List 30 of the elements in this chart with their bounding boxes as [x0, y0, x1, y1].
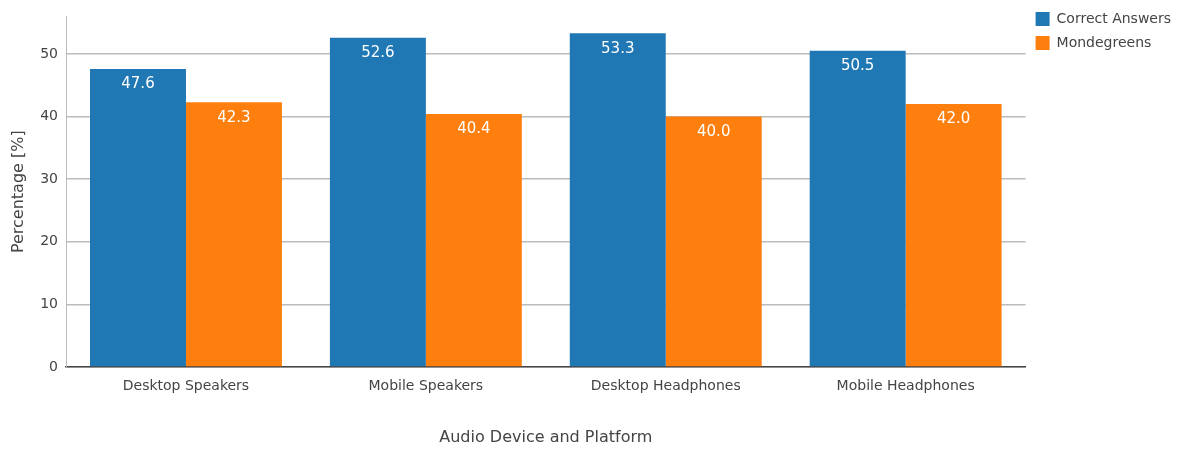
- data-label: 40.0: [697, 121, 731, 140]
- bar: [905, 104, 1002, 367]
- data-label: 42.3: [217, 107, 251, 126]
- bar: [809, 50, 906, 367]
- x-tick-label: Mobile Speakers: [368, 377, 484, 394]
- bar: [665, 116, 762, 367]
- bar: [425, 114, 522, 367]
- y-tick-label: 30: [40, 169, 59, 186]
- x-tick-label: Mobile Headphones: [836, 377, 975, 394]
- legend-label: Mondegreens: [1056, 33, 1152, 50]
- data-label: 47.6: [121, 74, 155, 93]
- y-tick-label: 50: [40, 44, 59, 61]
- bar: [329, 37, 426, 367]
- y-axis-title: Percentage [%]: [7, 130, 27, 254]
- y-tick-label: 20: [40, 232, 59, 249]
- y-tick-label: 40: [40, 107, 59, 124]
- x-axis-title: Audio Device and Platform: [439, 426, 653, 446]
- data-label: 40.4: [457, 119, 491, 138]
- y-tick-label: 10: [40, 295, 59, 312]
- data-label: 50.5: [840, 56, 875, 75]
- x-tick-label: Desktop Speakers: [122, 377, 250, 394]
- bar: [90, 68, 186, 367]
- x-tick-label: Desktop Headphones: [590, 377, 741, 394]
- data-label: 53.3: [601, 38, 635, 57]
- y-tick-label: 0: [49, 357, 59, 374]
- data-label: 52.6: [361, 43, 395, 62]
- bar: [569, 33, 666, 367]
- data-label: 42.0: [936, 109, 971, 128]
- bar: [185, 102, 282, 367]
- legend-label: Correct Answers: [1056, 9, 1171, 26]
